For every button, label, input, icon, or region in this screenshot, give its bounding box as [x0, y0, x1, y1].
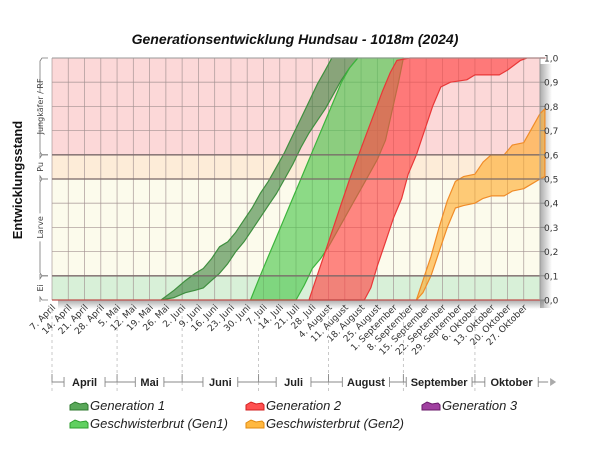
month-arrow-icon	[550, 378, 557, 386]
y-tick-label: 0,7	[544, 127, 558, 137]
y-tick-label: 0,6	[544, 151, 559, 161]
month-label: September	[411, 377, 469, 389]
series-area-3	[415, 108, 546, 301]
y-tick-label: 0,8	[544, 103, 559, 113]
month-label: Mai	[140, 377, 158, 389]
y-tick-label: 0,1	[544, 272, 558, 282]
stage-label: Ei	[36, 284, 45, 291]
month-label: April	[72, 377, 97, 389]
month-label: Juli	[284, 377, 303, 389]
series-area-2	[308, 57, 546, 301]
month-label: Juni	[209, 377, 232, 389]
legend-item: Geschwisterbrut (Gen2)	[266, 416, 404, 431]
y-tick-label: 0,2	[544, 248, 558, 258]
y-tick-label: 0,5	[544, 176, 558, 186]
y-tick-label: 0,0	[544, 297, 559, 307]
month-label: August	[347, 377, 385, 389]
stage-bracket	[39, 57, 48, 156]
stage-label: Larve	[36, 216, 45, 238]
month-bracket	[116, 374, 183, 387]
month-bracket	[328, 374, 404, 387]
stage-borders	[52, 154, 540, 277]
legend-swatch-icon	[421, 401, 441, 411]
legend-swatch-icon	[245, 401, 265, 411]
plot-shadow-bottom	[58, 300, 544, 309]
month-bracket	[474, 374, 549, 387]
legend-item: Generation 1	[90, 398, 165, 413]
month-bracket	[181, 374, 259, 387]
y-axis-label: Entwicklungsstand	[10, 121, 25, 240]
legend-item: Generation 2	[266, 398, 342, 413]
y-tick-label: 1,0	[544, 55, 559, 65]
month-bracket	[258, 374, 329, 387]
month-label: Oktober	[490, 377, 533, 389]
y-ticks: 0,0 0,1 0,2 0,3 0,4 0,5 0,6 0,7 0,8 0,9 1,0	[540, 55, 559, 307]
legend-swatch-icon	[69, 401, 89, 411]
month-band: April Mai Juni Juli August September Oktober	[51, 310, 557, 392]
month-bracket	[402, 374, 475, 387]
y-tick-label: 0,9	[544, 79, 559, 89]
legend-item: Geschwisterbrut (Gen1)	[90, 416, 228, 431]
stage-label: Pu	[36, 162, 45, 172]
stage-labels: Ei Larve Pu Jungkäfer / RF	[36, 57, 48, 302]
y-tick-label: 0,4	[544, 200, 559, 210]
legend-swatch-icon	[69, 419, 89, 429]
y-tick-label: 0,3	[544, 224, 558, 234]
legend-swatch-icon	[245, 419, 265, 429]
chart-title: Generationsentwicklung Hundsau - 1018m (…	[132, 31, 459, 47]
legend: Generation 1 Generation 2 Generation 3 Gesc…	[69, 398, 518, 431]
legend-item: Generation 3	[442, 398, 518, 413]
stage-label: Jungkäfer / RF	[36, 78, 45, 135]
month-bracket	[51, 374, 118, 387]
